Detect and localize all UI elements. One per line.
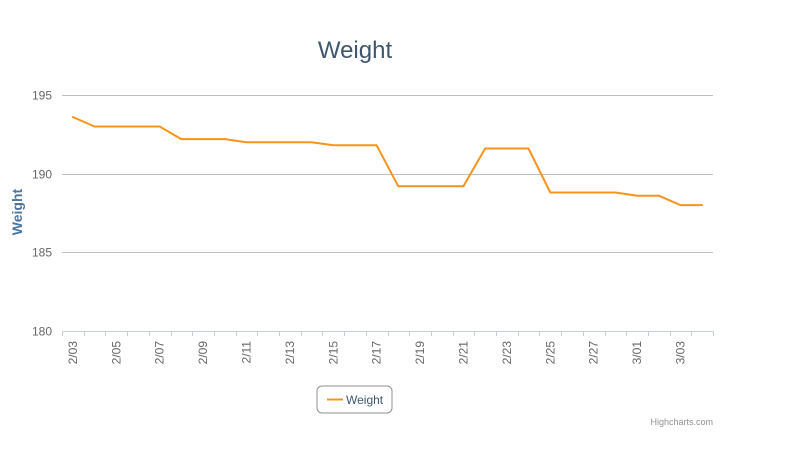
- chart-title: Weight: [318, 37, 393, 64]
- x-tick-label: 2/19: [413, 341, 427, 365]
- x-tick-label: 3/03: [673, 341, 687, 365]
- x-axis-ticks: 2/03 2/05 2/07 2/09 2/11 2/13 2/15 2/17 2/19 2/21…: [66, 341, 688, 365]
- gridlines: [62, 95, 713, 253]
- y-tick-label: 190: [32, 168, 52, 182]
- series-line: [71, 116, 704, 207]
- y-axis-label: Weight: [9, 188, 25, 235]
- x-tick-label: 2/27: [587, 341, 601, 365]
- x-tick-label: 3/01: [630, 341, 644, 365]
- x-tick-label: 2/05: [109, 341, 123, 365]
- x-tick-label: 2/07: [153, 341, 167, 365]
- x-tick-label: 2/21: [456, 341, 470, 365]
- x-tick-label: 2/23: [500, 341, 514, 365]
- legend[interactable]: Weight: [316, 385, 393, 414]
- x-tick-label: 2/09: [196, 341, 210, 365]
- x-tick-label: 2/11: [239, 341, 253, 364]
- legend-box: [316, 385, 393, 414]
- x-tick-label: 2/17: [370, 341, 384, 365]
- x-tick-label: 2/25: [543, 341, 557, 365]
- legend-item-weight[interactable]: Weight: [346, 393, 384, 407]
- x-tick-label: 2/15: [326, 341, 340, 365]
- y-axis-ticks: 180 185 190 195: [32, 89, 52, 339]
- x-tick-label: 2/13: [283, 341, 297, 365]
- y-tick-label: 195: [32, 89, 52, 103]
- series-group: [71, 116, 704, 207]
- x-tick-label: 2/03: [66, 341, 80, 365]
- y-tick-label: 185: [32, 246, 52, 260]
- credits-link[interactable]: Highcharts.com: [650, 417, 713, 427]
- x-axis: [62, 331, 714, 336]
- y-tick-label: 180: [32, 325, 52, 339]
